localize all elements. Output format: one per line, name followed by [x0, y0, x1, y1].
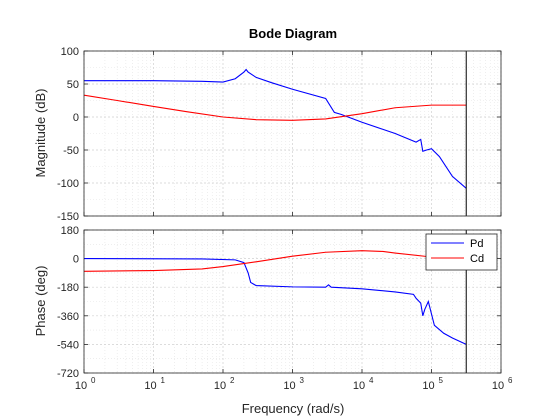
x-tick-label: 10 — [492, 380, 504, 392]
phase-y-tick-label: -720 — [57, 368, 79, 380]
phase-series-pd-line — [84, 258, 467, 345]
phase-y-tick-label: -540 — [57, 339, 79, 351]
x-tick-label-exponent: 5 — [439, 376, 444, 385]
x-tick-label-exponent: 4 — [369, 376, 374, 385]
x-tick-label: 10 — [422, 380, 434, 392]
chart-title: Bode Diagram — [249, 26, 337, 41]
x-tick-label: 10 — [144, 380, 156, 392]
phase-series-cd-line — [84, 250, 467, 272]
legend-label-cd: Cd — [470, 253, 484, 265]
magnitude-series-cd-line — [84, 94, 467, 121]
x-tick-label: 10 — [353, 380, 365, 392]
magnitude-series-pd-line — [84, 68, 467, 189]
x-tick-label: 10 — [283, 380, 295, 392]
x-tick-label: 10 — [214, 380, 226, 392]
legend-label-pd: Pd — [470, 238, 483, 250]
magnitude-y-tick-label: -150 — [57, 211, 79, 223]
phase-y-tick-label: 0 — [73, 254, 79, 266]
magnitude-y-axis-label: Magnitude (dB) — [33, 89, 48, 178]
phase-y-axis-label: Phase (deg) — [33, 266, 48, 337]
magnitude-axes-box — [83, 50, 502, 217]
phase-y-tick-label: -180 — [57, 282, 79, 294]
magnitude-y-tick-label: -50 — [63, 145, 79, 157]
magnitude-y-tick-label: 0 — [73, 112, 79, 124]
x-tick-label-exponent: 6 — [508, 376, 513, 385]
x-tick-label-exponent: 0 — [91, 376, 96, 385]
x-tick-label-exponent: 1 — [161, 376, 166, 385]
legend: Pd Cd — [425, 233, 498, 271]
magnitude-y-tick-label: 50 — [67, 79, 79, 91]
phase-panel: 180 0 -180 -360 -540 -720 Pd Cd — [57, 225, 502, 380]
x-tick-label: 10 — [75, 380, 87, 392]
legend-box — [425, 233, 498, 271]
magnitude-y-tick-label: 100 — [61, 46, 79, 58]
phase-y-tick-label: 180 — [61, 225, 79, 237]
x-axis-label: Frequency (rad/s) — [242, 401, 345, 416]
magnitude-y-tick-label: -100 — [57, 178, 79, 190]
phase-y-tick-label: -360 — [57, 311, 79, 323]
magnitude-panel: 100 50 0 -50 -100 -150 — [57, 46, 502, 223]
x-tick-label-exponent: 2 — [230, 376, 235, 385]
x-tick-label-exponent: 3 — [300, 376, 305, 385]
phase-axes-box — [83, 229, 502, 374]
